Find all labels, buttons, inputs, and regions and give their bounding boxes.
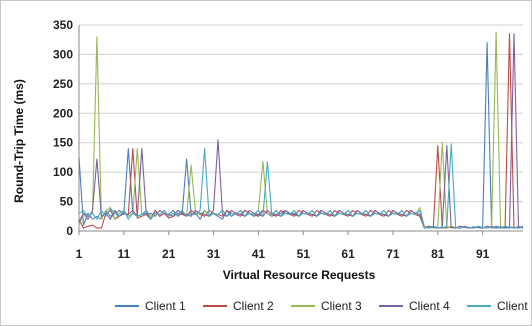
x-tick-label: 11 <box>118 247 131 261</box>
y-tick-label: 150 <box>53 136 73 150</box>
y-tick-label: 350 <box>53 18 73 32</box>
y-tick-label: 250 <box>53 77 73 91</box>
legend-label: Client 1 <box>145 299 186 313</box>
x-tick-label: 1 <box>76 247 83 261</box>
x-tick-labels: 1 11 21 31 41 51 61 71 81 91 <box>76 247 490 261</box>
gridlines <box>78 24 523 235</box>
y-tick-label: 100 <box>53 165 73 179</box>
series-line-client-4 <box>78 33 524 229</box>
legend-item: Client 1 <box>115 299 186 313</box>
x-tick-label: 21 <box>162 247 176 261</box>
legend-item: Client 4 <box>379 299 450 313</box>
series-line-client-5 <box>78 143 524 229</box>
legend-item: Client 5 <box>467 299 531 313</box>
legend-label: Client 4 <box>409 299 450 313</box>
x-tick-label: 81 <box>431 247 445 261</box>
series-lines <box>78 31 524 229</box>
x-tick-label: 71 <box>386 247 400 261</box>
y-axis-label: Round-Trip Time (ms) <box>12 79 26 203</box>
y-tick-label: 0 <box>66 224 73 238</box>
legend-label: Client 3 <box>321 299 362 313</box>
x-tick-label: 91 <box>476 247 490 261</box>
x-tick-label: 41 <box>252 247 266 261</box>
y-tick-label: 200 <box>53 106 73 120</box>
legend-label: Client 2 <box>233 299 274 313</box>
y-tick-label: 300 <box>53 47 73 61</box>
legend-label: Client 5 <box>497 299 531 313</box>
x-tick-label: 31 <box>207 247 221 261</box>
x-axis-label: Virtual Resource Requests <box>223 268 376 282</box>
legend: Client 1 Client 2 Client 3 Client 4 Client 5 <box>115 299 531 313</box>
x-tick-label: 61 <box>341 247 355 261</box>
legend-item: Client 3 <box>291 299 362 313</box>
y-tick-labels: 0 50 100 150 200 250 300 350 <box>53 18 73 238</box>
x-tick-label: 51 <box>297 247 311 261</box>
legend-item: Client 2 <box>203 299 274 313</box>
y-tick-label: 50 <box>60 195 74 209</box>
